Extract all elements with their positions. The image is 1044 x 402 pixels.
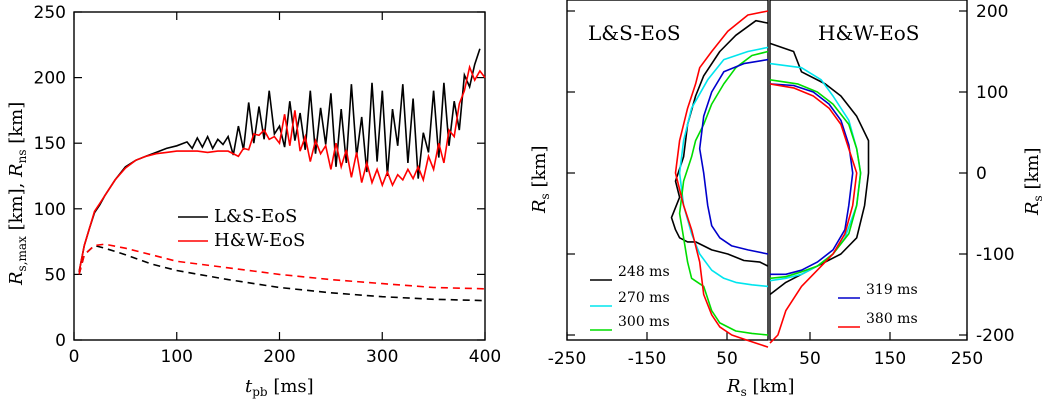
shock-contour-left-300ms — [678, 50, 769, 336]
x-tick-label: 200 — [263, 347, 295, 367]
right-x-tick-label: 50 — [716, 349, 738, 369]
legend-label-248: 248 ms — [618, 264, 670, 280]
x-tick-label: 100 — [161, 347, 193, 367]
right-contours-group — [670, 10, 870, 348]
x-tick-label: 0 — [69, 347, 80, 367]
y-tick-label: 100 — [34, 200, 66, 220]
left-series-group — [78, 48, 486, 302]
shock-contour-right-300ms — [769, 79, 862, 280]
right-y-axis-title-left: Rs [km] — [529, 146, 552, 214]
right-x-tick-label: -250 — [548, 349, 587, 369]
legend-label-270: 270 ms — [618, 290, 670, 306]
right-plot-frame-right — [769, 0, 968, 341]
right-y-tick-label: -200 — [976, 326, 1015, 346]
y-tick-label: 250 — [34, 3, 66, 23]
right-axis-ticks: -250 -150 50 50 150 250 200 100 0 -100 -200 — [548, 2, 1015, 369]
right-y-tick-label: 0 — [976, 164, 987, 184]
legend-label-380: 380 ms — [866, 311, 918, 327]
right-y-tick-label: 100 — [976, 83, 1008, 103]
right-x-tick-label: -150 — [628, 349, 667, 369]
series-line-l-s-eos-rns — [78, 244, 486, 302]
shock-contour-right-248ms — [769, 42, 870, 296]
legend-label-319: 319 ms — [866, 282, 918, 298]
left-axis-ticks: 0 100 200 300 400 0 50 100 150 200 250 — [34, 3, 502, 367]
right-y-tick-label: 200 — [976, 2, 1008, 22]
left-y-axis-title: Rs,max [km], Rns [km] — [6, 102, 29, 286]
legend-label-300: 300 ms — [618, 314, 670, 330]
right-x-tick-label: 250 — [951, 349, 983, 369]
y-tick-label: 50 — [44, 265, 66, 285]
shock-contour-left-248ms — [670, 19, 769, 267]
legend-label-hw: H&W-EoS — [214, 230, 305, 251]
right-y-tick-label: -100 — [976, 245, 1015, 265]
series-line-h-w-eos — [78, 64, 486, 272]
right-plot-frame-left — [566, 0, 769, 341]
shock-contour-left-380ms — [674, 10, 769, 348]
series-line-l-s-eos — [78, 48, 481, 272]
x-tick-label: 300 — [366, 347, 398, 367]
panel-title-hw: H&W-EoS — [818, 21, 919, 45]
right-x-axis-title: Rs [km] — [726, 376, 794, 399]
right-x-tick-label: 50 — [799, 349, 821, 369]
series-line-h-w-eos-rns — [78, 243, 486, 290]
legend-label-ls: L&S-EoS — [214, 206, 297, 227]
y-tick-label: 200 — [34, 69, 66, 89]
panel-title-ls: L&S-EoS — [588, 21, 681, 45]
shock-contour-left-319ms — [698, 58, 769, 255]
right-x-tick-label: 150 — [874, 349, 906, 369]
y-tick-label: 150 — [34, 134, 66, 154]
shock-contour-right-380ms — [769, 83, 858, 344]
x-tick-label: 400 — [469, 347, 501, 367]
left-legend: L&S-EoS H&W-EoS — [178, 206, 305, 251]
shock-contour-right-319ms — [769, 83, 854, 276]
right-y-axis-title-right: Rs [km] — [1022, 148, 1044, 216]
right-legend-right: 319 ms 380 ms — [838, 282, 918, 328]
y-tick-label: 0 — [55, 331, 66, 351]
right-legend-left: 248 ms 270 ms 300 ms — [590, 264, 670, 331]
left-x-axis-title: tpb [ms] — [245, 376, 314, 399]
